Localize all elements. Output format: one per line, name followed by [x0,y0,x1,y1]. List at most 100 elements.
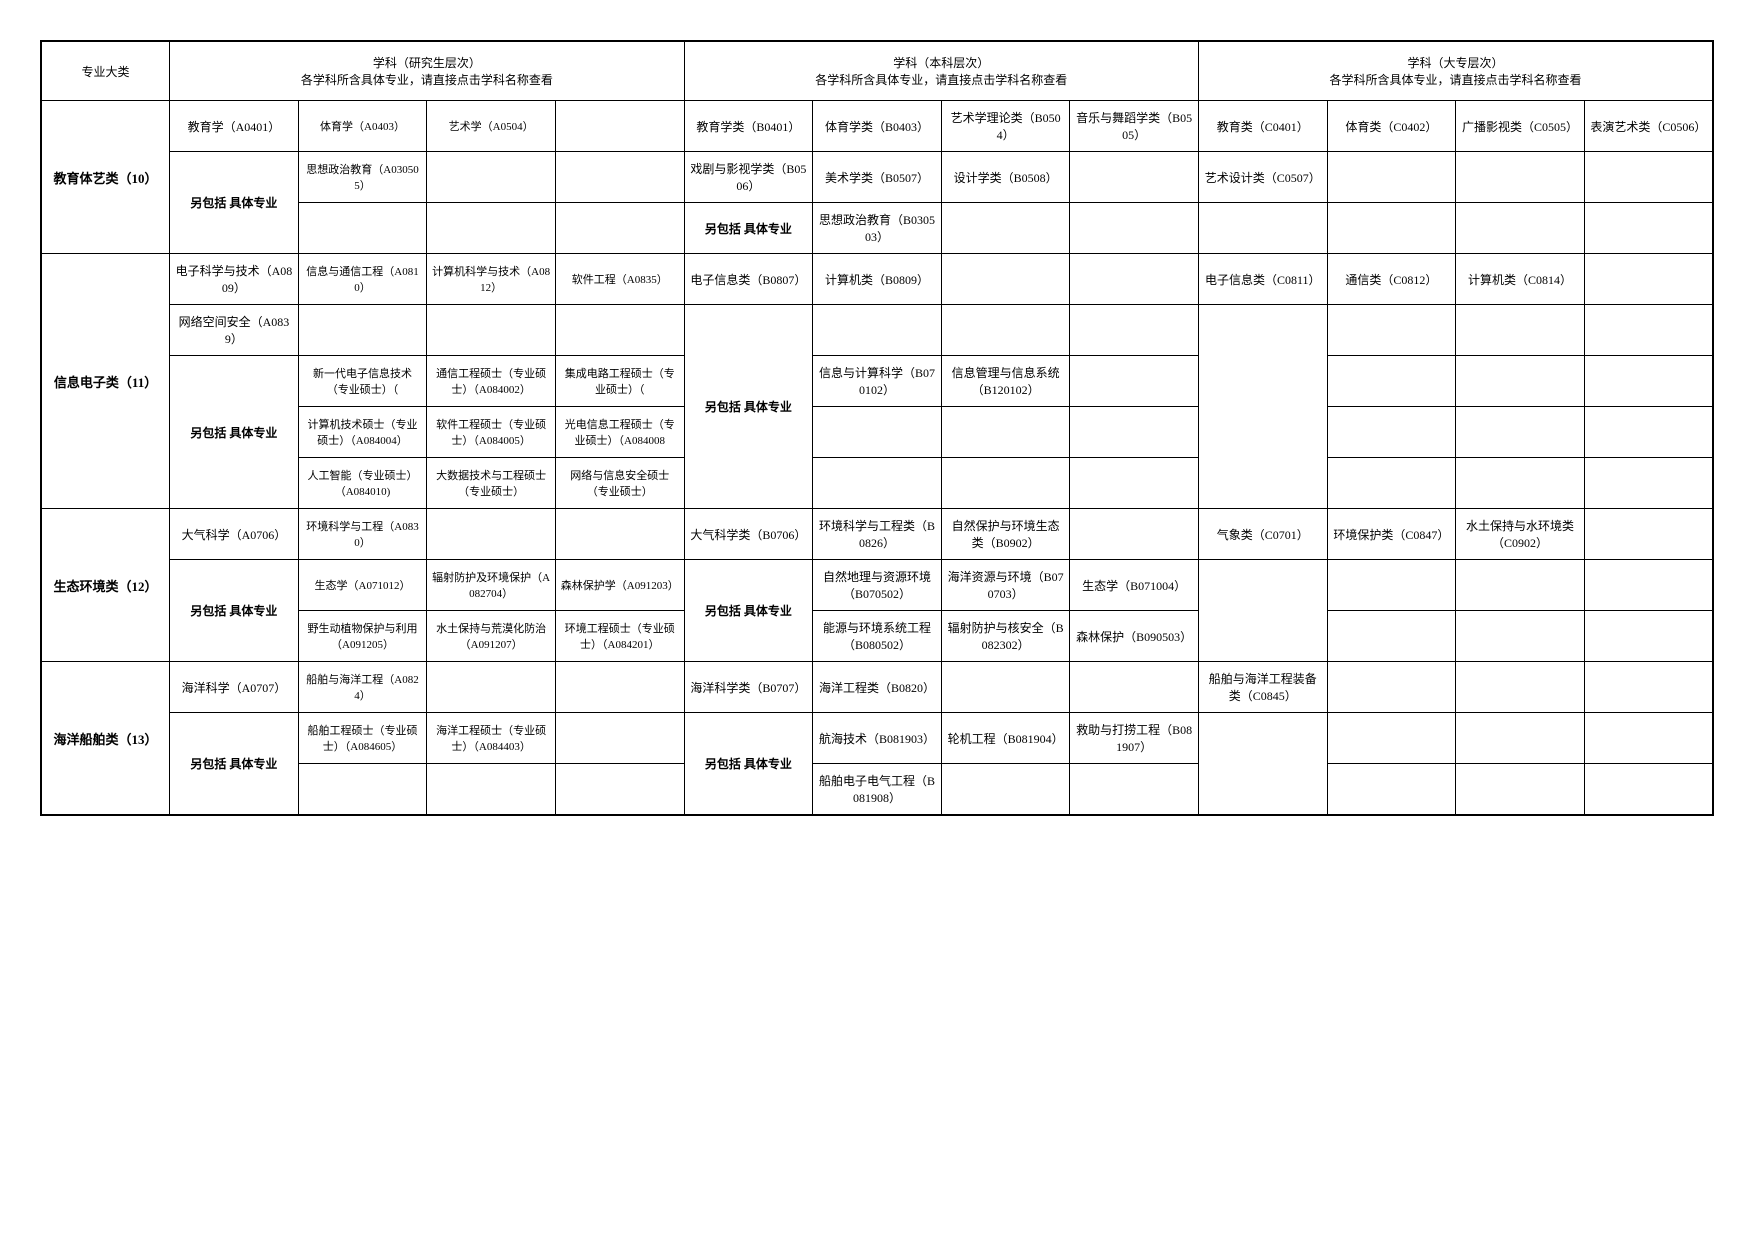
table-cell[interactable] [1584,305,1713,356]
table-cell[interactable] [555,713,684,764]
table-cell[interactable]: 体育类（C0402） [1327,101,1456,152]
table-cell[interactable]: 网络空间安全（A0839） [170,305,299,356]
table-cell[interactable] [1327,764,1456,816]
table-cell[interactable]: 生态学（A071012） [298,560,427,611]
table-cell[interactable]: 新一代电子信息技术（专业硕士）（ [298,356,427,407]
table-cell[interactable]: 光电信息工程硕士（专业硕士）（A084008 [555,407,684,458]
table-cell[interactable]: 船舶电子电气工程（B081908） [813,764,942,816]
table-cell[interactable]: 信息与通信工程（A0810） [298,254,427,305]
table-cell[interactable] [1456,713,1585,764]
table-cell[interactable]: 美术学类（B0507） [813,152,942,203]
table-cell[interactable]: 计算机类（C0814） [1456,254,1585,305]
table-cell[interactable] [555,152,684,203]
table-cell[interactable]: 广播影视类（C0505） [1456,101,1585,152]
table-cell[interactable] [298,305,427,356]
table-cell[interactable] [941,407,1070,458]
table-cell[interactable]: 通信工程硕士（专业硕士）（A084002） [427,356,556,407]
table-cell[interactable]: 海洋工程硕士（专业硕士）（A084403） [427,713,556,764]
table-cell[interactable] [1584,152,1713,203]
table-cell[interactable] [1456,305,1585,356]
table-cell[interactable] [1327,662,1456,713]
table-cell[interactable]: 思想政治教育（A030505） [298,152,427,203]
table-cell[interactable]: 艺术设计类（C0507） [1198,152,1327,203]
table-cell[interactable] [555,764,684,816]
table-cell[interactable] [813,407,942,458]
table-cell[interactable] [1584,356,1713,407]
table-cell[interactable] [1584,458,1713,509]
table-cell[interactable]: 音乐与舞蹈学类（B0505） [1070,101,1199,152]
table-cell[interactable] [1327,407,1456,458]
table-cell[interactable]: 森林保护学（A091203） [555,560,684,611]
table-cell[interactable]: 信息管理与信息系统（B120102） [941,356,1070,407]
table-cell[interactable] [1584,509,1713,560]
table-cell[interactable]: 电子信息类（B0807） [684,254,813,305]
table-cell[interactable]: 艺术学（A0504） [427,101,556,152]
table-cell[interactable]: 软件工程（A0835） [555,254,684,305]
table-cell[interactable] [1456,407,1585,458]
table-cell[interactable]: 计算机技术硕士（专业硕士）（A084004） [298,407,427,458]
table-cell[interactable] [941,458,1070,509]
table-cell[interactable] [1456,611,1585,662]
table-cell[interactable] [427,203,556,254]
table-cell[interactable]: 海洋工程类（B0820） [813,662,942,713]
table-cell[interactable]: 环境工程硕士（专业硕士）（A084201） [555,611,684,662]
table-cell[interactable] [1456,356,1585,407]
table-cell[interactable] [1327,560,1456,611]
table-cell[interactable]: 船舶与海洋工程（A0824） [298,662,427,713]
table-cell[interactable]: 森林保护（B090503） [1070,611,1199,662]
table-cell[interactable] [1456,662,1585,713]
table-cell[interactable] [813,305,942,356]
table-cell[interactable] [555,101,684,152]
table-cell[interactable]: 集成电路工程硕士（专业硕士）（ [555,356,684,407]
table-cell[interactable] [555,662,684,713]
table-cell[interactable] [1070,662,1199,713]
table-cell[interactable] [427,509,556,560]
table-cell[interactable]: 戏剧与影视学类（B0506） [684,152,813,203]
table-cell[interactable]: 设计学类（B0508） [941,152,1070,203]
table-cell[interactable] [427,152,556,203]
table-cell[interactable]: 海洋科学类（B0707） [684,662,813,713]
table-cell[interactable] [1070,356,1199,407]
table-cell[interactable] [427,305,556,356]
table-cell[interactable] [1070,764,1199,816]
table-cell[interactable] [1584,662,1713,713]
table-cell[interactable] [1070,407,1199,458]
table-cell[interactable]: 自然地理与资源环境（B070502） [813,560,942,611]
table-cell[interactable]: 大数据技术与工程硕士（专业硕士） [427,458,556,509]
table-cell[interactable] [1070,305,1199,356]
table-cell[interactable] [1070,203,1199,254]
table-cell[interactable] [1456,203,1585,254]
table-cell[interactable]: 教育学类（B0401） [684,101,813,152]
table-cell[interactable] [941,662,1070,713]
table-cell[interactable] [427,662,556,713]
table-cell[interactable] [1584,407,1713,458]
table-cell[interactable] [1327,713,1456,764]
table-cell[interactable] [298,203,427,254]
table-cell[interactable]: 环境科学与工程类（B0826） [813,509,942,560]
table-cell[interactable]: 水土保持与荒漠化防治（A091207） [427,611,556,662]
table-cell[interactable]: 大气科学类（B0706） [684,509,813,560]
table-cell[interactable] [1327,203,1456,254]
table-cell[interactable]: 体育学（A0403） [298,101,427,152]
table-cell[interactable]: 大气科学（A0706） [170,509,299,560]
table-cell[interactable] [1456,152,1585,203]
table-cell[interactable] [1584,254,1713,305]
table-cell[interactable] [1070,152,1199,203]
table-cell[interactable]: 辐射防护及环境保护（A082704） [427,560,556,611]
table-cell[interactable]: 船舶工程硕士（专业硕士）（A084605） [298,713,427,764]
table-cell[interactable]: 计算机类（B0809） [813,254,942,305]
table-cell[interactable]: 信息与计算科学（B070102） [813,356,942,407]
table-cell[interactable]: 人工智能（专业硕士）（A084010) [298,458,427,509]
table-cell[interactable]: 船舶与海洋工程装备类（C0845） [1198,662,1327,713]
table-cell[interactable] [1070,254,1199,305]
table-cell[interactable] [1456,560,1585,611]
table-cell[interactable]: 软件工程硕士（专业硕士）（A084005） [427,407,556,458]
table-cell[interactable] [427,764,556,816]
table-cell[interactable]: 能源与环境系统工程（B080502） [813,611,942,662]
table-cell[interactable]: 计算机科学与技术（A0812） [427,254,556,305]
table-cell[interactable]: 海洋科学（A0707） [170,662,299,713]
table-cell[interactable] [941,254,1070,305]
table-cell[interactable]: 思想政治教育（B030503） [813,203,942,254]
table-cell[interactable]: 教育类（C0401） [1198,101,1327,152]
table-cell[interactable] [1456,458,1585,509]
